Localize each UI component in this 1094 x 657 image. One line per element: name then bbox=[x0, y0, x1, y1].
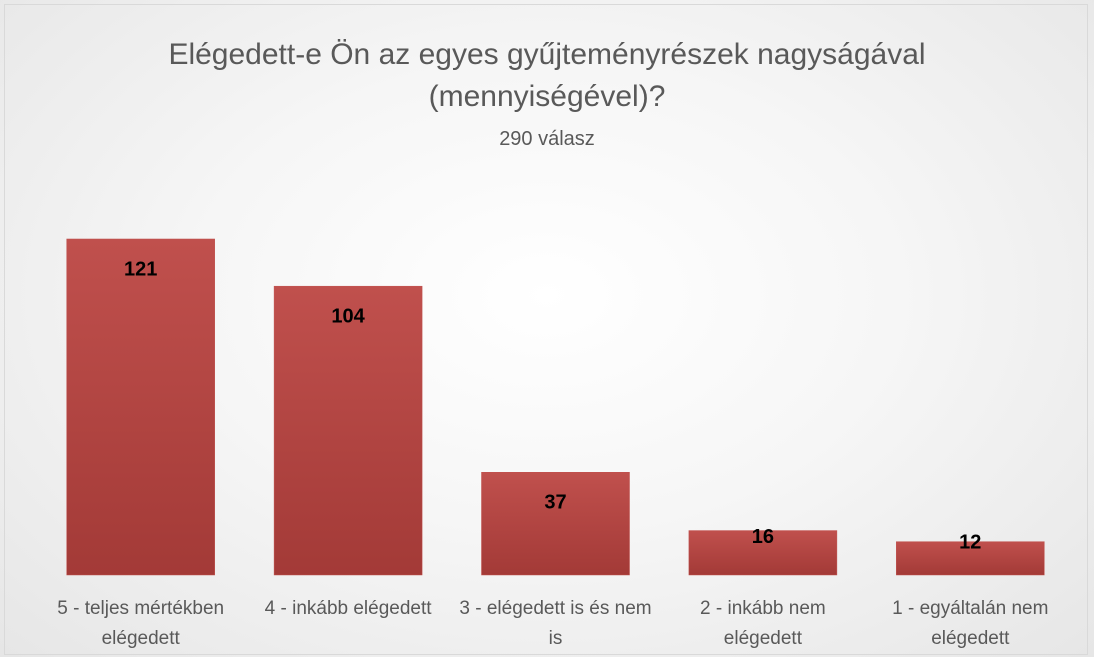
x-tick-label: 3 - elégedett is és nem is bbox=[459, 598, 652, 649]
bar bbox=[273, 285, 423, 576]
bar bbox=[688, 530, 838, 576]
bar bbox=[896, 541, 1045, 576]
x-tick-label: 2 - inkább nem elégedett bbox=[700, 598, 826, 649]
x-tick-label: 1 - egyáltalán nem elégedett bbox=[892, 598, 1049, 649]
bar bbox=[481, 472, 630, 576]
bar bbox=[66, 238, 215, 576]
chart-title: Elégedett-e Ön az egyes gyűjteményrészek… bbox=[168, 38, 926, 113]
x-tick-label: 4 - inkább elégedett bbox=[264, 598, 432, 619]
chart-subtitle: 290 válasz bbox=[499, 128, 595, 150]
x-tick-label: 5 - teljes mértékben elégedett bbox=[57, 598, 225, 649]
data-label: 37 bbox=[544, 492, 566, 514]
data-label: 121 bbox=[124, 258, 157, 280]
data-label: 12 bbox=[959, 532, 981, 554]
data-label: 104 bbox=[331, 305, 365, 327]
data-label: 16 bbox=[752, 526, 774, 548]
chart-border bbox=[4, 4, 1088, 655]
